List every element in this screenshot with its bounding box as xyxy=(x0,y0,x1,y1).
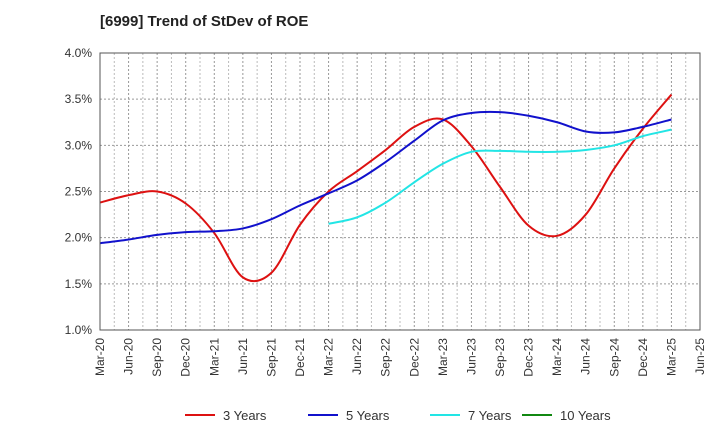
legend-label-5-years: 5 Years xyxy=(346,408,390,423)
series-line-3-years xyxy=(99,93,673,283)
y-tick-label: 4.0% xyxy=(65,46,93,60)
x-tick-label: Dec-20 xyxy=(179,338,193,377)
plot-frame xyxy=(99,52,701,331)
chart-title: [6999] Trend of StDev of ROE xyxy=(100,13,308,30)
x-tick-label: Mar-23 xyxy=(436,338,450,376)
legend: 3 Years 5 Years 7 Years 10 Years xyxy=(185,408,611,423)
x-tick-label: Dec-22 xyxy=(407,338,421,377)
y-tick-label: 3.0% xyxy=(65,138,93,152)
series-lines xyxy=(99,93,673,283)
series-line-7-years xyxy=(328,128,672,225)
x-tick-label: Dec-24 xyxy=(636,338,650,377)
y-axis-ticks: 1.0% 1.5% 2.0% 2.5% 3.0% 3.5% 4.0% xyxy=(65,46,93,337)
x-tick-label: Jun-23 xyxy=(464,338,478,375)
x-tick-label: Jun-21 xyxy=(236,338,250,375)
y-tick-label: 3.5% xyxy=(65,92,93,106)
x-tick-label: Sep-24 xyxy=(607,338,621,377)
x-tick-label: Sep-23 xyxy=(493,338,507,377)
series-line-5-years xyxy=(99,110,672,245)
x-tick-label: Mar-24 xyxy=(550,338,564,376)
x-tick-label: Sep-20 xyxy=(150,338,164,377)
x-tick-label: Jun-20 xyxy=(122,338,136,375)
x-tick-label: Jun-24 xyxy=(579,338,593,375)
x-tick-label: Jun-22 xyxy=(350,338,364,375)
y-tick-label: 2.5% xyxy=(65,185,93,199)
y-tick-label: 2.0% xyxy=(65,231,93,245)
x-tick-label: Mar-21 xyxy=(207,338,221,376)
y-tick-label: 1.0% xyxy=(65,323,93,337)
x-tick-label: Jun-25 xyxy=(693,338,707,375)
legend-label-3-years: 3 Years xyxy=(223,408,267,423)
y-tick-label: 1.5% xyxy=(65,277,93,291)
legend-label-10-years: 10 Years xyxy=(560,408,611,423)
x-tick-label: Mar-20 xyxy=(93,338,107,376)
x-tick-label: Mar-22 xyxy=(322,338,336,376)
x-tick-label: Sep-22 xyxy=(379,338,393,377)
x-tick-label: Mar-25 xyxy=(664,338,678,376)
x-tick-label: Dec-23 xyxy=(522,338,536,377)
x-axis-ticks: Mar-20 Jun-20 Sep-20 Dec-20 Mar-21 Jun-21 Sep-… xyxy=(93,338,707,377)
x-tick-label: Dec-21 xyxy=(293,338,307,377)
x-tick-label: Sep-21 xyxy=(264,338,278,377)
legend-label-7-years: 7 Years xyxy=(468,408,512,423)
